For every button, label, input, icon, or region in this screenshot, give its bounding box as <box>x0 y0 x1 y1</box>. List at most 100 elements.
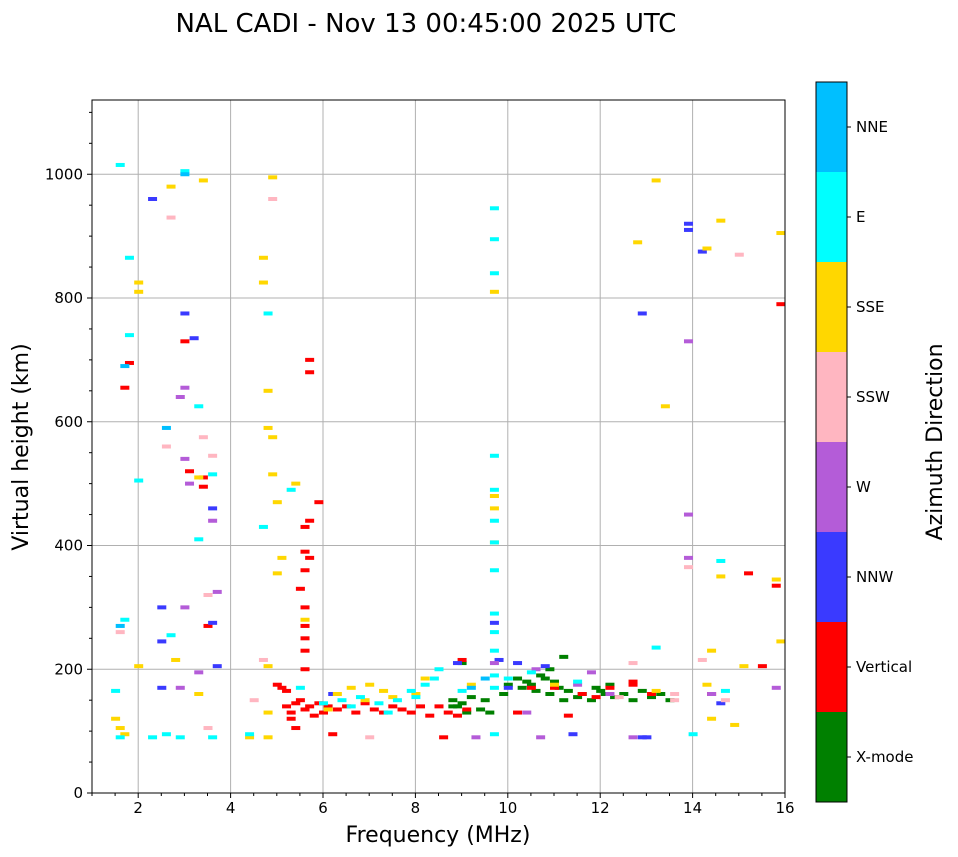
data-point-nnw <box>489 620 499 625</box>
data-point-w <box>605 692 615 696</box>
data-point-w <box>683 512 693 517</box>
data-point-sse <box>411 692 421 696</box>
data-point-vertical <box>744 571 754 576</box>
data-point-e <box>355 695 365 700</box>
data-point-vertical <box>388 704 398 709</box>
data-point-e <box>489 630 499 635</box>
data-point-vertical <box>550 685 559 690</box>
data-point-vertical <box>776 302 786 307</box>
data-point-e <box>346 704 356 709</box>
data-point-e <box>115 162 125 167</box>
data-point-e <box>526 670 536 675</box>
data-point-vertical <box>305 370 315 375</box>
data-point-vertical <box>277 685 287 690</box>
colorbar-swatch <box>816 352 847 442</box>
data-point-e <box>489 611 499 616</box>
data-point-ssw <box>203 726 213 731</box>
data-point-x-mode <box>480 698 490 703</box>
data-point-sse <box>291 481 301 486</box>
data-point-vertical <box>425 713 435 718</box>
data-point-sse <box>633 240 643 245</box>
data-point-sse <box>263 735 273 740</box>
x-tick-label: 14 <box>683 799 702 817</box>
data-point-vertical <box>647 692 657 696</box>
data-point-x-mode <box>647 695 657 700</box>
data-point-ssw <box>166 215 176 220</box>
data-point-e <box>489 648 499 653</box>
y-tick-label: 200 <box>54 660 83 678</box>
colorbar-swatch <box>816 82 847 172</box>
data-point-x-mode <box>591 685 601 690</box>
data-point-vertical <box>203 623 213 628</box>
data-point-vertical <box>379 710 389 715</box>
data-point-sse <box>730 722 740 727</box>
colorbar-label: SSW <box>856 388 890 406</box>
data-point-vertical <box>305 555 315 560</box>
colorbar-swatch <box>816 442 847 532</box>
data-point-e <box>489 487 499 492</box>
data-point-sse <box>702 246 712 251</box>
data-point-e <box>161 732 171 737</box>
data-point-e <box>263 311 273 316</box>
data-point-x-mode <box>665 698 675 703</box>
data-point-vertical <box>286 710 296 715</box>
data-point-ssw <box>115 630 125 635</box>
data-point-sse <box>739 664 749 669</box>
data-point-vertical <box>180 339 190 344</box>
data-point-e <box>651 645 661 650</box>
data-point-nnw <box>637 735 647 740</box>
data-point-e <box>429 676 439 681</box>
data-point-sse <box>707 716 717 721</box>
data-point-vertical <box>628 682 638 687</box>
data-point-sse <box>489 494 499 498</box>
data-point-w <box>194 670 204 675</box>
data-point-sse <box>388 695 398 700</box>
colorbar-label: E <box>856 208 865 226</box>
data-point-vertical <box>198 484 208 489</box>
data-point-nne <box>180 172 190 177</box>
data-point-e <box>489 518 499 523</box>
data-point-sse <box>272 571 282 576</box>
data-point-w <box>175 685 185 690</box>
plot-background <box>92 100 785 793</box>
data-point-x-mode <box>586 698 596 703</box>
data-point-w <box>586 670 596 675</box>
data-point-vertical <box>295 586 305 591</box>
data-point-nnw <box>697 249 707 254</box>
data-point-e <box>180 169 190 174</box>
data-point-e <box>411 695 421 700</box>
data-point-e <box>134 478 144 483</box>
data-point-sse <box>651 178 661 183</box>
data-point-e <box>406 688 416 693</box>
data-point-vertical <box>124 360 134 365</box>
data-point-x-mode <box>448 698 458 703</box>
data-point-vertical <box>314 500 324 505</box>
data-point-e <box>120 617 130 622</box>
data-point-x-mode <box>457 661 467 666</box>
data-point-e <box>457 688 467 693</box>
data-point-vertical <box>300 549 310 554</box>
data-point-nnw <box>208 506 218 511</box>
data-point-vertical <box>295 698 305 703</box>
data-point-x-mode <box>517 685 527 690</box>
data-point-x-mode <box>462 710 472 715</box>
data-point-e <box>194 537 204 542</box>
data-point-nnw <box>189 336 199 341</box>
data-point-nnw <box>148 197 158 201</box>
data-point-sse <box>702 682 712 687</box>
data-point-vertical <box>300 648 310 653</box>
data-point-vertical <box>272 682 282 687</box>
data-point-sse <box>332 692 342 696</box>
data-point-w <box>573 682 583 687</box>
data-point-nnw <box>157 685 167 690</box>
data-point-x-mode <box>522 679 532 684</box>
data-point-nnw <box>157 639 167 644</box>
data-point-w <box>175 395 185 399</box>
data-point-x-mode <box>485 710 495 715</box>
data-point-vertical <box>406 710 416 715</box>
data-point-e <box>319 701 328 706</box>
data-point-ssw <box>258 657 268 662</box>
data-point-e <box>720 688 730 693</box>
data-point-nnw <box>157 605 167 610</box>
